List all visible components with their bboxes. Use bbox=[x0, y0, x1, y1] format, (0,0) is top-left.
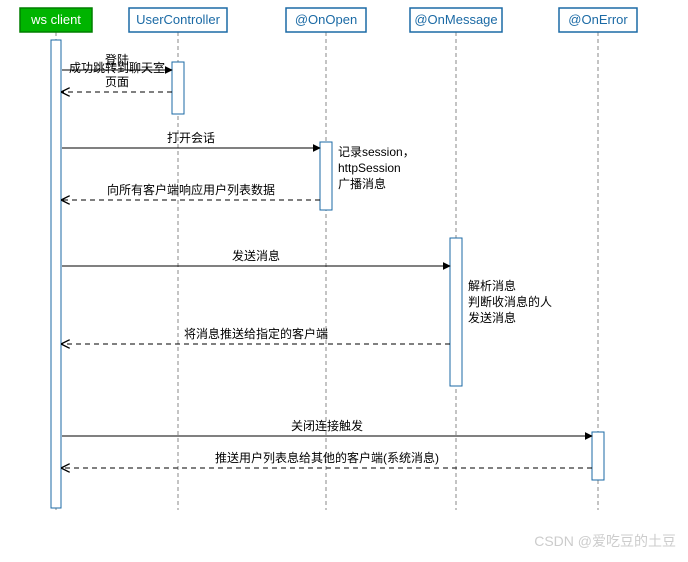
sequence-diagram: ws client UserController @OnOpen @OnMessage… bbox=[0, 0, 688, 562]
activation-p4-4 bbox=[592, 432, 604, 480]
note-0-line-0: 记录session， bbox=[338, 145, 415, 159]
participant-label-p0: ws client bbox=[30, 12, 81, 27]
message-label-5: 将消息推送给指定的客户端 bbox=[184, 326, 328, 341]
participant-label-p1: UserController bbox=[136, 12, 220, 27]
message-label-1-l1: 页面 bbox=[105, 75, 129, 89]
message-label-6: 关闭连接触发 bbox=[291, 418, 363, 433]
message-label-2: 打开会话 bbox=[167, 131, 215, 145]
participant-label-p2: @OnOpen bbox=[295, 12, 357, 27]
message-label-3: 向所有客户端响应用户列表数据 bbox=[107, 182, 275, 197]
watermark: CSDN @爱吃豆的土豆 bbox=[534, 533, 676, 549]
note-1-line-0: 解析消息 bbox=[468, 278, 516, 293]
activation-p0-0 bbox=[51, 40, 61, 508]
activation-p1-1 bbox=[172, 62, 184, 114]
note-0-line-2: 广播消息 bbox=[338, 176, 386, 191]
message-label-4: 发送消息 bbox=[232, 248, 280, 263]
participant-label-p4: @OnError bbox=[568, 12, 628, 27]
note-1-line-2: 发送消息 bbox=[468, 310, 516, 325]
participant-label-p3: @OnMessage bbox=[414, 12, 497, 27]
note-0-line-1: httpSession bbox=[338, 161, 401, 175]
message-label-7: 推送用户列表息给其他的客户端(系统消息) bbox=[215, 450, 439, 465]
activation-p3-3 bbox=[450, 238, 462, 386]
activation-p2-2 bbox=[320, 142, 332, 210]
note-1-line-1: 判断收消息的人 bbox=[468, 294, 552, 309]
message-label-1-l0: 成功跳转到聊天室 bbox=[69, 60, 165, 75]
